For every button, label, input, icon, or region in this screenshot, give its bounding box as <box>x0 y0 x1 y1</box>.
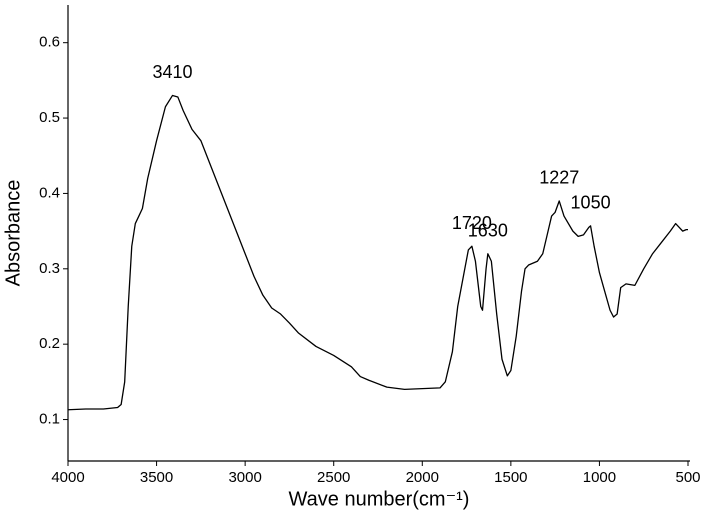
y-tick-label: 0.1 <box>39 411 60 428</box>
x-tick-label: 3500 <box>140 469 173 486</box>
x-tick-label: 1500 <box>494 469 527 486</box>
peak-label: 1720 <box>452 213 492 233</box>
x-axis-label: Wave number(cm⁻¹) <box>289 488 470 510</box>
y-tick-label: 0.4 <box>39 184 60 201</box>
y-tick-label: 0.2 <box>39 335 60 352</box>
peak-label: 1630 <box>468 220 508 240</box>
peak-label: 3410 <box>152 62 192 82</box>
x-tick-label: 4000 <box>51 469 84 486</box>
spectrum-line <box>67 94 688 411</box>
x-tick-label: 3000 <box>228 469 261 486</box>
peak-label: 1227 <box>539 168 579 188</box>
peak-label: 1050 <box>571 193 611 213</box>
x-tick-label: 500 <box>675 469 700 486</box>
y-axis-label: Absorbance <box>2 180 24 287</box>
y-tick-label: 0.6 <box>39 34 60 51</box>
y-tick-label: 0.5 <box>39 109 60 126</box>
x-tick-label: 2000 <box>406 469 439 486</box>
x-tick-label: 2500 <box>317 469 350 486</box>
x-tick-label: 1000 <box>583 469 616 486</box>
y-tick-label: 0.3 <box>39 260 60 277</box>
